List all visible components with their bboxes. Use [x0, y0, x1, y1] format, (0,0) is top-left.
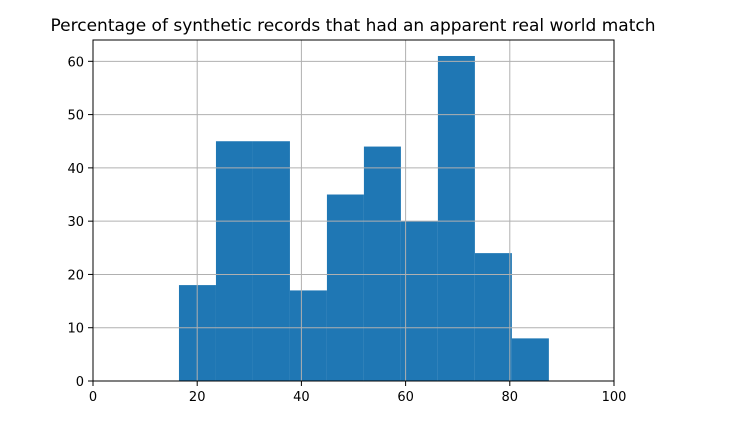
y-tick-label: 50 — [67, 109, 84, 124]
x-tick-label: 60 — [397, 390, 414, 405]
grid-lines — [92, 40, 615, 382]
histogram-bar — [437, 55, 475, 381]
y-tick-label: 60 — [67, 55, 84, 70]
tick-labels: 0 20 40 60 80 100 0 10 20 30 40 50 60 — [67, 55, 626, 405]
y-tick-label: 40 — [67, 162, 84, 177]
y-tick-label: 20 — [67, 268, 84, 283]
histogram-bar — [252, 141, 290, 381]
histogram-bar — [326, 194, 364, 381]
histogram-bar — [511, 338, 549, 381]
x-tick-label: 40 — [293, 390, 310, 405]
histogram-bar — [474, 253, 512, 381]
histogram-bar — [289, 290, 327, 381]
histogram-bar — [363, 146, 401, 381]
histogram-bar — [215, 141, 253, 381]
x-tick-label: 100 — [602, 390, 627, 405]
x-tick-label: 20 — [189, 390, 206, 405]
chart-title: Percentage of synthetic records that had… — [51, 16, 656, 36]
x-tick-label: 80 — [502, 390, 519, 405]
y-tick-label: 10 — [67, 322, 84, 337]
y-tick-label: 30 — [67, 215, 84, 230]
axes — [88, 39, 615, 386]
histogram-bar — [400, 221, 438, 381]
x-tick-label: 0 — [89, 390, 97, 405]
plot-frame — [92, 39, 615, 382]
bars — [178, 55, 549, 381]
y-tick-label: 0 — [76, 375, 84, 390]
